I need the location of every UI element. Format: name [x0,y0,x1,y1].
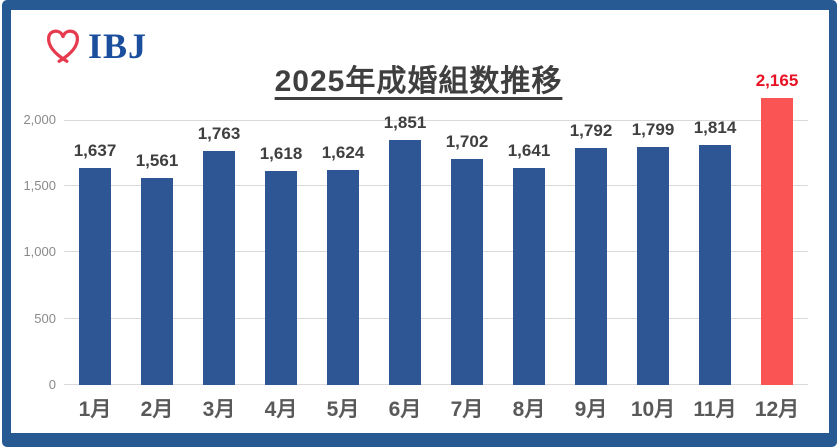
bar [203,151,235,385]
bar-group: 1,702 [436,120,498,385]
bar-group: 1,851 [374,113,436,385]
bar-group: 1,792 [560,120,622,385]
bar [327,170,359,385]
x-tick-label: 9月 [574,398,608,421]
bar [265,171,297,385]
x-tick-label: 1月 [78,398,112,421]
y-tick-label: 500 [34,311,56,326]
bar-group: 1,641 [498,120,560,385]
bars-container: 1,637 1,561 1,763 1,618 1,624 1,851 1,702 1,641… [64,71,808,385]
y-tick-label: 1,500 [23,178,56,193]
bar-value-label: 1,561 [135,151,179,170]
bar [699,145,731,385]
bar-value-label: 1,637 [73,141,117,160]
gridline [64,318,808,319]
bar-group: 2,165 [746,71,808,385]
bar [141,178,173,385]
x-tick-label: 2月 [140,398,174,421]
bar-value-label: 1,792 [569,121,613,140]
bar-value-label: 2,165 [755,71,799,90]
x-tick-label: 11月 [693,398,737,421]
bar-value-label: 1,702 [445,132,489,151]
bar-value-label: 1,641 [507,141,551,160]
bar-value-label: 1,799 [631,120,675,139]
bar-value-label: 1,851 [383,113,427,132]
x-tick-label: 10月 [630,398,676,421]
gridline [64,120,808,121]
bar [637,147,669,385]
bar-group: 1,637 [64,120,126,385]
bar [575,148,607,385]
x-tick-label: 6月 [388,398,422,421]
bar-value-label: 1,814 [693,118,737,137]
x-tick-label: 5月 [326,398,360,421]
bar-group: 1,561 [126,120,188,385]
y-tick-label: 0 [48,377,56,392]
y-axis-labels: 0 500 1,000 1,500 2,000 [0,112,56,392]
bar [451,159,483,385]
x-tick-label: 3月 [202,398,236,421]
ibj-logo: IBJ [42,24,147,68]
bar [79,168,111,385]
x-tick-label: 7月 [450,398,484,421]
bar-value-label: 1,624 [321,143,365,162]
bar-highlighted [761,98,793,385]
bar-value-label: 1,763 [197,124,241,143]
bar [513,168,545,385]
gridline [64,384,808,385]
x-tick-label: 12月 [754,398,800,421]
chart-title: 2025年成婚組数推移 [274,65,563,98]
ibj-logo-text: IBJ [88,26,148,66]
gridline [64,185,808,186]
bar [389,140,421,385]
bar-group: 1,618 [250,120,312,385]
x-tick-label: 8月 [512,398,546,421]
heart-icon [47,29,79,63]
x-axis-labels: 1月 2月 3月 4月 5月 6月 7月 8月 9月 10月 11月 12月 [64,393,808,423]
gridline [64,251,808,252]
bar-group: 1,624 [312,120,374,385]
plot-area: 1,637 1,561 1,763 1,618 1,624 1,851 1,702 1,641… [64,71,808,385]
bar-group: 1,763 [188,120,250,385]
y-tick-label: 1,000 [23,244,56,259]
bar-group: 1,814 [684,118,746,385]
y-tick-label: 2,000 [23,112,56,127]
bar-value-label: 1,618 [259,144,303,163]
bar-group: 1,799 [622,120,684,385]
x-tick-label: 4月 [264,398,298,421]
